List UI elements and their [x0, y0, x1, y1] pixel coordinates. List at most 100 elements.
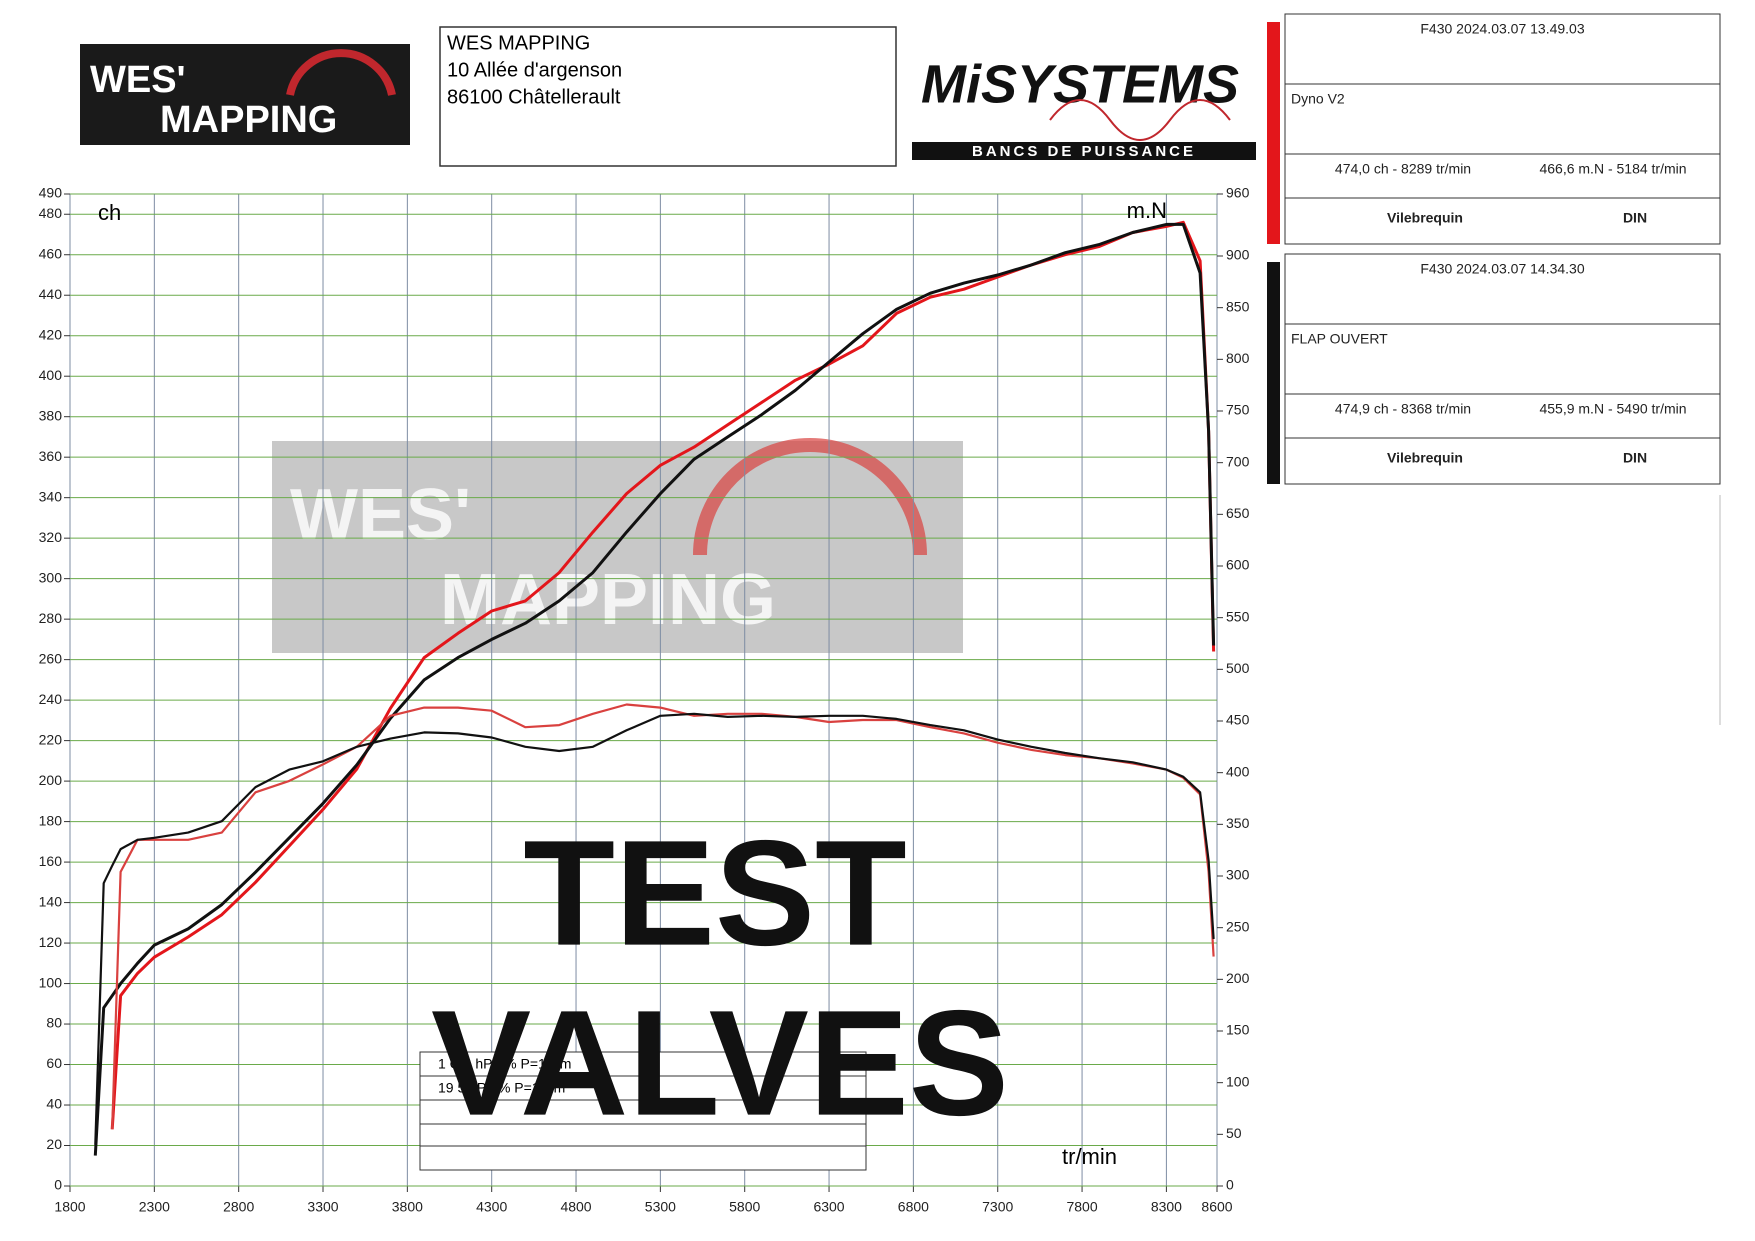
- y-tick-label: 60: [46, 1055, 62, 1071]
- y2-tick-label: 100: [1226, 1073, 1250, 1089]
- y-axis-label: ch: [98, 200, 121, 225]
- overlay-text: VALVES: [431, 979, 1009, 1147]
- watermark-text: MAPPING: [440, 560, 776, 640]
- power-line: [110, 220, 1216, 1130]
- y-tick-label: 220: [39, 731, 63, 747]
- address-line: 86100 Châtellerault: [447, 86, 621, 108]
- panel-torque: 455,9 m.N - 5490 tr/min: [1539, 401, 1686, 417]
- y-tick-label: 360: [39, 448, 63, 464]
- x-tick-label: 7800: [1066, 1199, 1097, 1215]
- y2-tick-label: 0: [1226, 1177, 1234, 1193]
- x-tick-label: 4300: [476, 1199, 507, 1215]
- y-tick-label: 100: [39, 974, 63, 990]
- y2-axis-label: m.N: [1127, 198, 1167, 223]
- y2-tick-label: 350: [1226, 815, 1250, 831]
- y-tick-label: 380: [39, 407, 63, 423]
- x-tick-label: 1800: [54, 1199, 85, 1215]
- conditions-text: 1 C 9 hPa % P=1 Nm: [438, 1056, 571, 1072]
- y-tick-label: 490: [39, 185, 63, 201]
- x-tick-label: 5800: [729, 1199, 760, 1215]
- panel-name: FLAP OUVERT: [1291, 331, 1388, 347]
- y2-tick-label: 400: [1226, 763, 1250, 779]
- watermark-gauge: [693, 438, 927, 556]
- logo-box: [80, 44, 410, 145]
- y2-tick-label: 850: [1226, 298, 1250, 314]
- panel-color-bar: [1267, 22, 1280, 244]
- brand-wave: [1049, 99, 1231, 141]
- torque-line: [94, 712, 1215, 1145]
- x-tick-label: 6800: [898, 1199, 929, 1215]
- x-tick-label: 7300: [982, 1199, 1013, 1215]
- x-tick-label: 5300: [645, 1199, 676, 1215]
- y2-tick-label: 650: [1226, 505, 1250, 521]
- y-tick-label: 80: [46, 1015, 62, 1031]
- y-tick-label: 200: [39, 772, 63, 788]
- y2-tick-label: 750: [1226, 402, 1250, 418]
- y-tick-label: 420: [39, 326, 63, 342]
- x-tick-label: 6300: [813, 1199, 844, 1215]
- y-tick-label: 160: [39, 853, 63, 869]
- y-tick-label: 480: [39, 205, 63, 221]
- panel-box: [1284, 13, 1721, 245]
- panel-header: F430 2024.03.07 13.49.03: [1420, 21, 1584, 37]
- panel-color-bar: [1267, 262, 1280, 484]
- y2-tick-label: 800: [1226, 350, 1250, 366]
- y2-tick-label: 960: [1226, 185, 1250, 201]
- y2-tick-label: 600: [1226, 557, 1250, 573]
- y2-tick-label: 500: [1226, 660, 1250, 676]
- watermark-box: [272, 441, 963, 653]
- overlay-text: TEST: [523, 809, 906, 977]
- panel-power: 474,9 ch - 8368 tr/min: [1335, 401, 1471, 417]
- y-tick-label: 460: [39, 245, 63, 261]
- x-tick-label: 2800: [223, 1199, 254, 1215]
- panel-norm: DIN: [1623, 210, 1647, 226]
- y-tick-label: 280: [39, 610, 63, 626]
- x-tick-label: 3300: [307, 1199, 338, 1215]
- x-tick-label: 3800: [392, 1199, 423, 1215]
- panel-name: Dyno V2: [1291, 91, 1345, 107]
- y-tick-label: 140: [39, 893, 63, 909]
- y-tick-label: 40: [46, 1096, 62, 1112]
- logo-text: WES': [90, 59, 186, 101]
- x-tick-label: 8300: [1151, 1199, 1182, 1215]
- conditions-text: 19 5 hPa % P=1 Nm: [438, 1080, 565, 1096]
- y2-tick-label: 200: [1226, 970, 1250, 986]
- watermark-text: WES': [290, 475, 471, 555]
- x-tick-label: 8600: [1201, 1199, 1232, 1215]
- y2-tick-label: 450: [1226, 712, 1250, 728]
- y2-tick-label: 300: [1226, 867, 1250, 883]
- y2-tick-label: 550: [1226, 608, 1250, 624]
- x-tick-label: 2300: [139, 1199, 170, 1215]
- panel-mode: Vilebrequin: [1387, 450, 1463, 466]
- address-box: [439, 26, 897, 167]
- conditions-table: [419, 1051, 867, 1171]
- y2-tick-label: 150: [1226, 1022, 1250, 1038]
- y-tick-label: 180: [39, 812, 63, 828]
- y2-tick-label: 250: [1226, 918, 1250, 934]
- panel-box: [1284, 253, 1721, 485]
- y2-tick-label: 50: [1226, 1125, 1242, 1141]
- y2-tick-label: 900: [1226, 247, 1250, 263]
- brand-tagline: BANCS DE PUISSANCE: [972, 143, 1196, 160]
- panel-torque: 466,6 m.N - 5184 tr/min: [1539, 161, 1686, 177]
- address-line: 10 Allée d'argenson: [447, 59, 622, 81]
- brand-name: MiSYSTEMS: [921, 54, 1239, 114]
- panel-mode: Vilebrequin: [1387, 210, 1463, 226]
- y-tick-label: 240: [39, 691, 63, 707]
- logo-gauge: [286, 49, 396, 96]
- y-tick-label: 0: [54, 1177, 62, 1193]
- y-tick-label: 20: [46, 1136, 62, 1152]
- y-tick-label: 120: [39, 934, 63, 950]
- power-line: [93, 222, 1216, 1156]
- panel-norm: DIN: [1623, 450, 1647, 466]
- y2-tick-label: 700: [1226, 453, 1250, 469]
- brand-tagline-box: [912, 142, 1256, 160]
- y-tick-label: 260: [39, 650, 63, 666]
- panel-power: 474,0 ch - 8289 tr/min: [1335, 161, 1471, 177]
- logo-text: MAPPING: [160, 99, 337, 141]
- x-tick-label: 4800: [560, 1199, 591, 1215]
- y-tick-label: 300: [39, 569, 63, 585]
- panel-header: F430 2024.03.07 14.34.30: [1420, 261, 1584, 277]
